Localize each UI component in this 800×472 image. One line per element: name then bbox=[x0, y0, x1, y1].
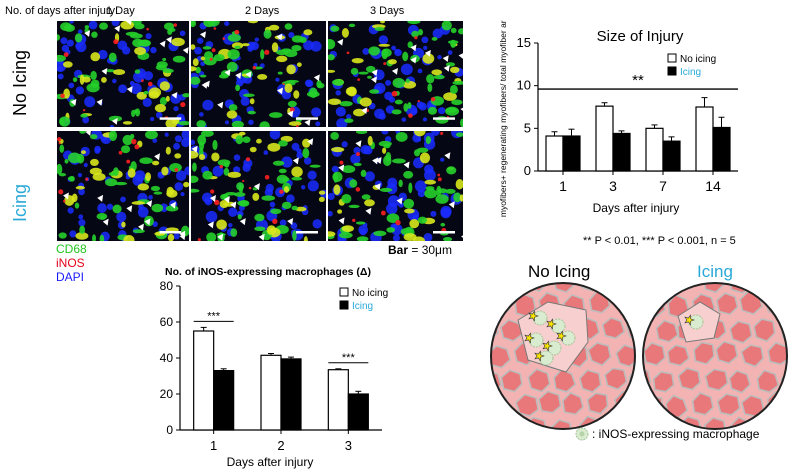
macrophage-legend-label: : iNOS-expressing macrophage bbox=[592, 427, 760, 441]
chart-inos-macrophages: No. of iNOS-expressing macrophages (Δ) D… bbox=[160, 266, 389, 469]
chart2-xtick-label: 3 bbox=[345, 438, 352, 453]
inos-burst-icon bbox=[542, 340, 553, 352]
chart2-legend-swatch-no-icing bbox=[339, 287, 349, 297]
chart1-bar-no-icing bbox=[645, 127, 664, 172]
macrophage-icon bbox=[528, 332, 544, 348]
chart2-bar-icing bbox=[280, 358, 302, 431]
chart2-bar-no-icing bbox=[260, 354, 282, 431]
chart2-ytick-label: 20 bbox=[160, 387, 174, 401]
significance-note: ** P < 0.01, *** P < 0.001, n = 5 bbox=[583, 235, 736, 247]
chart1-bar-icing bbox=[712, 126, 731, 172]
chart2-significance-label: *** bbox=[342, 352, 356, 364]
chart1-significance-label: ** bbox=[632, 72, 644, 89]
chart2-title: No. of iNOS-expressing macrophages (Δ) bbox=[165, 266, 371, 278]
micrograph-noicing-day3 bbox=[327, 20, 464, 128]
inos-burst-icon bbox=[528, 310, 539, 322]
chart2-legend-swatch-icing bbox=[339, 300, 349, 310]
chart2-xlabel: Days after injury bbox=[227, 455, 314, 469]
inos-burst-icon bbox=[534, 350, 545, 362]
micrograph-noicing-day1 bbox=[56, 20, 190, 128]
chart1-ytick-label: 5 bbox=[524, 120, 531, 135]
schematic-icing bbox=[642, 282, 788, 430]
chart2-bar-no-icing bbox=[327, 369, 349, 431]
inos-burst-icon bbox=[556, 330, 567, 342]
macrophage-icon bbox=[560, 330, 576, 346]
schematic-title-icing: Icing bbox=[697, 262, 733, 281]
chart2-ytick-label: 80 bbox=[160, 279, 174, 293]
chart1-bar-no-icing bbox=[595, 105, 614, 172]
chart2-xtick-label: 2 bbox=[277, 438, 284, 453]
chart2-bar-no-icing bbox=[193, 330, 215, 431]
macrophage-icon bbox=[538, 350, 554, 366]
chart1-xtick-label: 7 bbox=[659, 178, 667, 194]
inos-burst-icon bbox=[524, 332, 535, 344]
chart1-legend-swatch-icing bbox=[667, 66, 677, 76]
chart2-bar-icing bbox=[347, 393, 369, 431]
schematic-title-no-icing: No Icing bbox=[528, 262, 591, 281]
chart1-bar-icing bbox=[612, 132, 631, 172]
chart1-title: Size of Injury bbox=[597, 28, 684, 45]
chart2-significance-label: *** bbox=[207, 310, 221, 322]
macrophage-legend-icon bbox=[575, 427, 589, 441]
chart1-ytick-label: 0 bbox=[524, 163, 531, 178]
chart1-ylabel: Necrotic myofibers+ regenerating myofibe… bbox=[498, 20, 508, 220]
stain-legend-cd68: CD68 bbox=[56, 242, 87, 256]
micrograph-icing-day3 bbox=[327, 130, 464, 242]
chart2-legend-label-no-icing: No icing bbox=[352, 288, 388, 299]
column-header-2days: 2 Days bbox=[245, 5, 280, 17]
chart1-xtick-label: 14 bbox=[705, 178, 721, 194]
chart1-bar-no-icing bbox=[545, 135, 564, 172]
scale-bar-value: = 30μm bbox=[411, 243, 452, 257]
chart1-legend-label-no-icing: No icing bbox=[680, 54, 716, 65]
micrograph-icing-day1 bbox=[56, 130, 190, 242]
chart1-legend-swatch-no-icing bbox=[667, 53, 677, 63]
chart1-bar-icing bbox=[662, 140, 681, 172]
macrophage-icon bbox=[532, 310, 548, 326]
column-header-3days: 3 Days bbox=[370, 5, 405, 17]
column-header-1day: 1 Day bbox=[106, 5, 135, 17]
inos-burst-icon bbox=[684, 314, 695, 326]
row-label-no-icing: No Icing bbox=[10, 49, 30, 116]
chart2-ytick-label: 60 bbox=[160, 315, 174, 329]
chart1-ytick-label: 15 bbox=[517, 35, 531, 50]
micrograph-icing-day2 bbox=[190, 130, 327, 242]
schematic-no-icing bbox=[490, 282, 636, 430]
scale-bar-label: Bar = 30μm bbox=[388, 243, 452, 257]
chart1-xlabel: Days after injury bbox=[593, 201, 680, 215]
chart-size-of-injury: Size of Injury Necrotic myofibers+ regen… bbox=[498, 20, 738, 220]
inos-burst-icon bbox=[546, 318, 557, 330]
column-header-prefix: No. of days after injury: bbox=[5, 5, 119, 17]
stain-legend-dapi: DAPI bbox=[56, 270, 85, 284]
chart1-xtick-label: 3 bbox=[609, 178, 617, 194]
chart1-bar-icing bbox=[562, 135, 581, 172]
chart1-ytick-label: 10 bbox=[517, 78, 531, 93]
macrophage-icon bbox=[688, 314, 704, 330]
row-label-icing: Icing bbox=[10, 183, 30, 222]
chart1-legend-label-icing: Icing bbox=[680, 67, 701, 78]
chart1-bar-no-icing bbox=[695, 106, 714, 172]
chart2-ytick-label: 0 bbox=[166, 423, 173, 437]
macrophage-icon bbox=[550, 318, 566, 334]
chart2-ytick-label: 40 bbox=[160, 351, 174, 365]
chart2-bar-icing bbox=[213, 369, 235, 431]
scale-bar-bar-word: Bar bbox=[388, 243, 409, 257]
micrograph-noicing-day2 bbox=[190, 20, 327, 128]
chart1-xtick-label: 1 bbox=[559, 178, 567, 194]
chart2-xtick-label: 1 bbox=[210, 438, 217, 453]
stain-legend-inos: iNOS bbox=[56, 256, 85, 270]
chart2-legend-label-icing: Icing bbox=[352, 301, 373, 312]
